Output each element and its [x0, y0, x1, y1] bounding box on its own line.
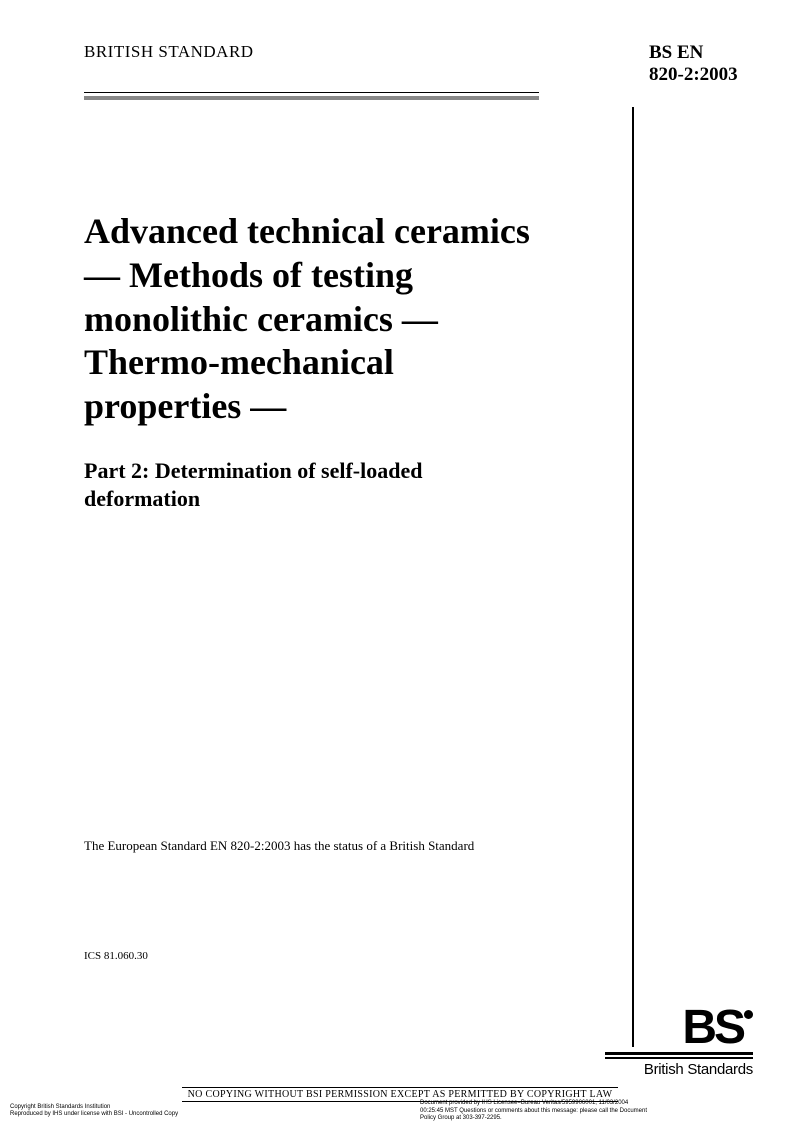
left-column: Advanced technical ceramics — Methods of… — [84, 92, 539, 962]
document-title: Advanced technical ceramics — Methods of… — [84, 210, 539, 430]
fine-left-2: Reproduced by IHS under license with BSI… — [10, 1111, 178, 1118]
standard-code-line2: 820-2:2003 — [649, 64, 738, 85]
thick-rule — [84, 96, 539, 100]
header: BRITISH STANDARD BS EN 820-2:2003 — [84, 42, 755, 86]
fine-left-1: Copyright British Standards Institution — [10, 1104, 178, 1111]
fine-right-2: 00:25:45 MST Questions or comments about… — [420, 1108, 660, 1115]
ics-code: ICS 81.060.30 — [84, 950, 539, 962]
vertical-rule — [632, 107, 634, 1047]
standard-code: BS EN 820-2:2003 — [635, 42, 755, 86]
fine-right-3: Policy Group at 303-397-2295. — [420, 1115, 660, 1122]
status-note: The European Standard EN 820-2:2003 has … — [84, 837, 539, 855]
bsi-logo-text: BS — [682, 1001, 743, 1054]
standard-code-line1: BS EN — [649, 42, 703, 63]
footer: NO COPYING WITHOUT BSI PERMISSION EXCEPT… — [0, 1084, 800, 1102]
header-label: BRITISH STANDARD — [84, 42, 635, 62]
page-frame: BRITISH STANDARD BS EN 820-2:2003 Advanc… — [84, 42, 755, 1082]
bsi-logo-dot-icon — [744, 1010, 753, 1019]
bsi-logo-mark: BS — [605, 1008, 753, 1049]
fine-print-left: Copyright British Standards Institution … — [10, 1104, 178, 1118]
document-subtitle: Part 2: Determination of self-loaded def… — [84, 457, 539, 512]
bsi-bar-thin — [605, 1057, 753, 1059]
fine-right-1: Document provided by IHS Licensee=Bureau… — [420, 1100, 660, 1107]
bsi-tagline: British Standards — [605, 1061, 753, 1078]
thin-rule — [84, 92, 539, 93]
bsi-logo: BS British Standards — [605, 1008, 753, 1078]
fine-print-right: Document provided by IHS Licensee=Bureau… — [420, 1100, 660, 1122]
